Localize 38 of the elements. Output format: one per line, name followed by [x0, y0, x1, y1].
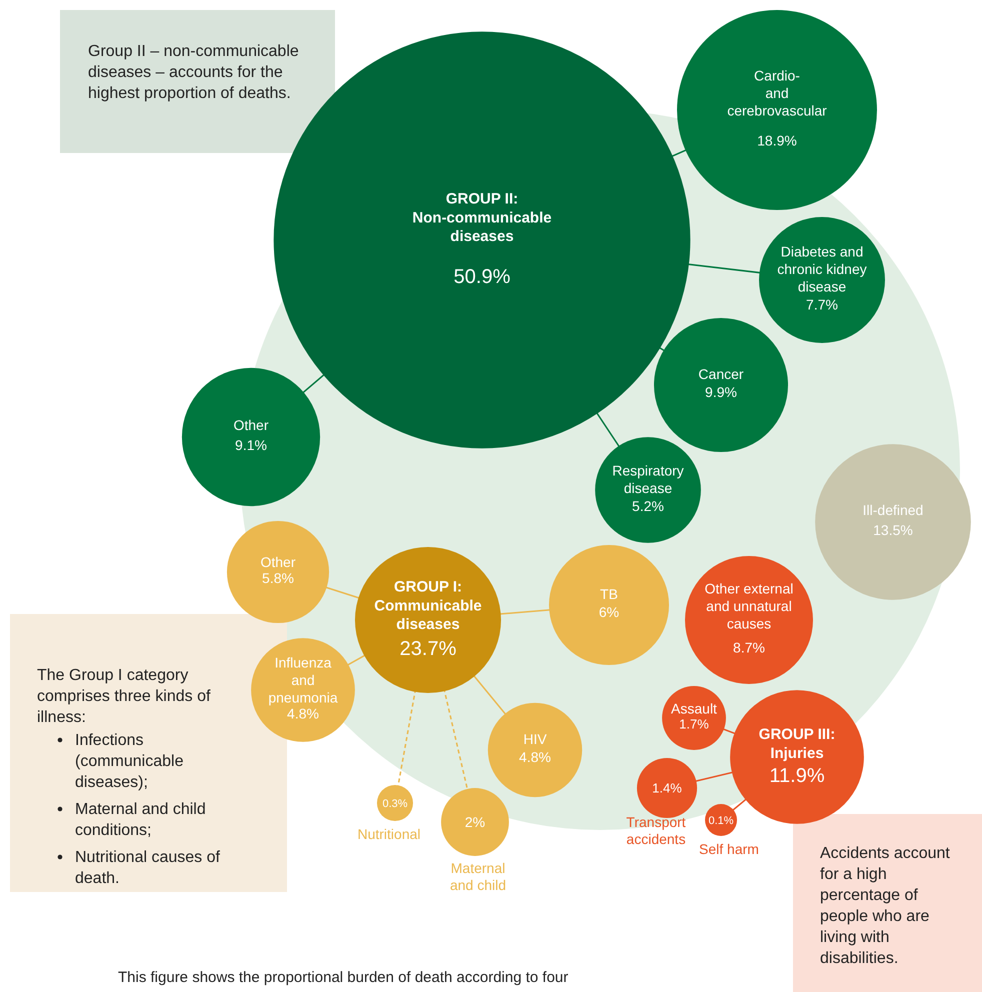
category-label: Cardio- and cerebrovascular [727, 68, 828, 119]
text: Maternal and child conditions; [75, 801, 206, 839]
category-label: Ill-defined [862, 502, 924, 518]
category-label: Nutritional [357, 826, 421, 842]
data-label: 7.7% [806, 296, 838, 313]
category-label: Maternal and child [450, 860, 506, 893]
data-label: 4.8% [287, 706, 319, 722]
data-label: 9.1% [235, 437, 267, 454]
text: This figure shows the proportional burden of death according to four [118, 969, 568, 986]
text: Infections (communicable diseases); [75, 732, 184, 791]
category-label: Diabetes and chronic kidney disease [777, 244, 867, 295]
text: The Group I category comprises three kinds of illness: [37, 667, 211, 726]
category-label: Other external and unnatural causes [704, 580, 794, 632]
text: Nutritional causes of death. [75, 849, 221, 887]
data-label: 9.9% [705, 384, 737, 400]
text: Group II – non-communicable diseases – accounts for the highest proportion of deaths. [88, 43, 299, 102]
data-label: 6% [598, 604, 620, 620]
category-label: TB [600, 586, 618, 602]
category-label: Other [233, 417, 269, 434]
category-label: HIV [523, 731, 548, 748]
data-label: 0.1% [708, 814, 734, 827]
category-label: Other [260, 554, 296, 570]
data-label: 2% [464, 814, 486, 830]
data-label: 5.2% [632, 498, 664, 514]
category-label: Influenza and pneumonia [268, 654, 338, 706]
category-label: GROUP I: Communicable diseases [374, 578, 482, 634]
category-label: Self harm [699, 841, 759, 857]
category-label: Assault [671, 700, 718, 717]
data-label: 1.4% [652, 780, 682, 796]
text: Accidents account for a high percentage of people who are living with disabilities. [820, 845, 950, 967]
data-label: 8.7% [733, 640, 765, 656]
data-label: 23.7% [400, 638, 457, 660]
data-label: 5.8% [262, 570, 294, 586]
data-label: 4.8% [519, 749, 551, 766]
data-label: 0.3% [382, 798, 408, 810]
category-label: Respiratory disease [612, 462, 684, 496]
data-label: 13.5% [873, 522, 913, 538]
category-label: Transport accidents [626, 814, 686, 847]
